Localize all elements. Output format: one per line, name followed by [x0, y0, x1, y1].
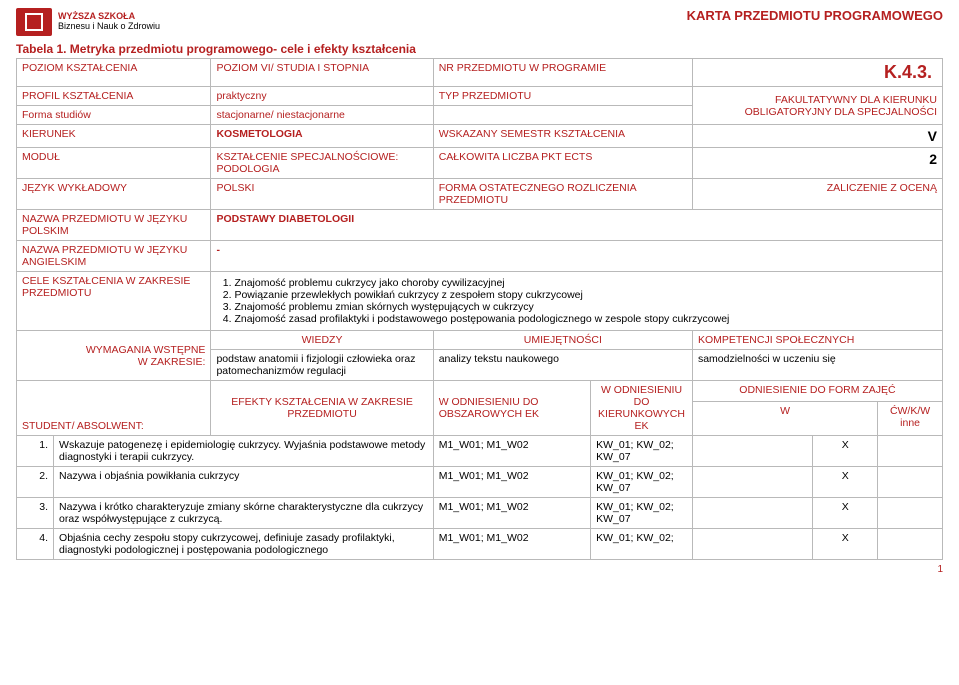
effect-kier: KW_01; KW_02; — [591, 529, 693, 560]
cele-list-cell: Znajomość problemu cukrzycy jako choroby… — [211, 272, 943, 331]
page-number: 1 — [16, 564, 943, 575]
kierunk-header: W ODNIESIENIU DO KIERUNKOWYCH EK — [591, 381, 693, 436]
effect-cw — [878, 467, 943, 498]
nazwa-pl-value: PODSTAWY DIABETOLOGII — [211, 210, 943, 241]
effect-row: 2.Nazywa i objaśnia powikłania cukrzycyM… — [17, 467, 943, 498]
poziom-label: POZIOM KSZTAŁCENIA — [17, 59, 211, 87]
requirements-table: WYMAGANIA WSTĘPNE W ZAKRESIE: WIEDZY UMI… — [16, 330, 943, 436]
wiedzy-header: WIEDZY — [211, 331, 433, 350]
nr-value: K.4.3. — [692, 59, 942, 87]
kierunek-value: KOSMETOLOGIA — [211, 125, 433, 148]
empty-cell — [433, 106, 692, 125]
wiedzy-value: podstaw anatomii i fizjologii człowieka … — [211, 350, 433, 381]
wymagania-label: WYMAGANIA WSTĘPNE W ZAKRESIE: — [17, 331, 211, 381]
effect-blank — [692, 529, 812, 560]
effect-blank — [692, 498, 812, 529]
logo-icon — [16, 8, 52, 36]
efekty-header: EFEKTY KSZTAŁCENIA W ZAKRESIE PRZEDMIOTU — [211, 381, 433, 436]
jezyk-value: POLSKI — [211, 179, 433, 210]
effect-kier: KW_01; KW_02; KW_07 — [591, 467, 693, 498]
profil-label: PROFIL KSZTAŁCENIA — [17, 87, 211, 106]
cel-item: Znajomość problemu zmian skórnych występ… — [234, 301, 937, 313]
nazwa-pl-label: NAZWA PRZEDMIOTU W JĘZYKU POLSKIM — [17, 210, 211, 241]
effect-cw — [878, 498, 943, 529]
typ-value: FAKULTATYWNY DLA KIERUNKU OBLIGATORYJNY … — [692, 87, 942, 125]
effect-text: Nazywa i krótko charakteryzuje zmiany sk… — [54, 498, 434, 529]
effect-cw — [878, 529, 943, 560]
obszar-header: W ODNIESIENIU DO OBSZAROWYCH EK — [433, 381, 590, 436]
ects-label: CAŁKOWITA LICZBA PKT ECTS — [433, 148, 692, 179]
effect-num: 2. — [17, 467, 54, 498]
forma-roz-label: FORMA OSTATECZNEGO ROZLICZENIA PRZEDMIOT… — [433, 179, 692, 210]
komp-value: samodzielności w uczeniu się — [692, 350, 942, 381]
effects-table: 1.Wskazuje patogenezę i epidemiologię cu… — [16, 435, 943, 560]
effect-num: 4. — [17, 529, 54, 560]
effect-blank — [692, 467, 812, 498]
effect-text: Wskazuje patogenezę i epidemiologię cukr… — [54, 436, 434, 467]
effect-w: X — [813, 436, 878, 467]
nr-label: NR PRZEDMIOTU W PROGRAMIE — [433, 59, 692, 87]
cel-item: Znajomość problemu cukrzycy jako choroby… — [234, 277, 937, 289]
col-w-header: W — [692, 401, 877, 435]
effect-obszar: M1_W01; M1_W02 — [433, 529, 590, 560]
modul-label: MODUŁ — [17, 148, 211, 179]
effect-obszar: M1_W01; M1_W02 — [433, 467, 590, 498]
school-line2: Biznesu i Nauk o Zdrowiu — [58, 22, 160, 32]
jezyk-label: JĘZYK WYKŁADOWY — [17, 179, 211, 210]
nazwa-en-value: - — [211, 241, 943, 272]
forma-roz-value: ZALICZENIE Z OCENĄ — [692, 179, 942, 210]
effect-blank — [692, 436, 812, 467]
cele-label: CELE KSZTAŁCENIA W ZAKRESIE PRZEDMIOTU — [17, 272, 211, 331]
effect-cw — [878, 436, 943, 467]
student-label: STUDENT/ ABSOLWENT: — [17, 381, 211, 436]
effect-num: 1. — [17, 436, 54, 467]
effect-w: X — [813, 529, 878, 560]
effect-text: Objaśnia cechy zespołu stopy cukrzycowej… — [54, 529, 434, 560]
school-name: WYŻSZA SZKOŁA Biznesu i Nauk o Zdrowiu — [58, 12, 160, 32]
effect-obszar: M1_W01; M1_W02 — [433, 436, 590, 467]
effect-kier: KW_01; KW_02; KW_07 — [591, 436, 693, 467]
effect-num: 3. — [17, 498, 54, 529]
logo-block: WYŻSZA SZKOŁA Biznesu i Nauk o Zdrowiu — [16, 8, 160, 36]
semestr-value: V — [692, 125, 942, 148]
effect-obszar: M1_W01; M1_W02 — [433, 498, 590, 529]
forma-value: stacjonarne/ niestacjonarne — [211, 106, 433, 125]
effect-row: 3.Nazywa i krótko charakteryzuje zmiany … — [17, 498, 943, 529]
formy-header: ODNIESIENIE DO FORM ZAJĘĆ — [692, 381, 942, 402]
umiej-value: analizy tekstu naukowego — [433, 350, 692, 381]
poziom-value: POZIOM VI/ STUDIA I STOPNIA — [211, 59, 433, 87]
cele-list: Znajomość problemu cukrzycy jako choroby… — [234, 277, 937, 325]
typ-label: TYP PRZEDMIOTU — [433, 87, 692, 106]
komp-header: KOMPETENCJI SPOŁECZNYCH — [692, 331, 942, 350]
modul-value: KSZTAŁCENIE SPECJALNOŚCIOWE: PODOLOGIA — [211, 148, 433, 179]
page-header: WYŻSZA SZKOŁA Biznesu i Nauk o Zdrowiu K… — [16, 8, 943, 36]
umiej-header: UMIEJĘTNOŚCI — [433, 331, 692, 350]
nazwa-en-label: NAZWA PRZEDMIOTU W JĘZYKU ANGIELSKIM — [17, 241, 211, 272]
document-title: KARTA PRZEDMIOTU PROGRAMOWEGO — [687, 8, 943, 23]
effect-row: 1.Wskazuje patogenezę i epidemiologię cu… — [17, 436, 943, 467]
cel-item: Znajomość zasad profilaktyki i podstawow… — [234, 313, 937, 325]
profil-value: praktyczny — [211, 87, 433, 106]
ects-value: 2 — [692, 148, 942, 179]
semestr-label: WSKAZANY SEMESTR KSZTAŁCENIA — [433, 125, 692, 148]
effect-row: 4.Objaśnia cechy zespołu stopy cukrzycow… — [17, 529, 943, 560]
kierunek-label: KIERUNEK — [17, 125, 211, 148]
effect-w: X — [813, 467, 878, 498]
effect-kier: KW_01; KW_02; KW_07 — [591, 498, 693, 529]
effect-text: Nazywa i objaśnia powikłania cukrzycy — [54, 467, 434, 498]
forma-label: Forma studiów — [17, 106, 211, 125]
effect-w: X — [813, 498, 878, 529]
metadata-table: POZIOM KSZTAŁCENIA POZIOM VI/ STUDIA I S… — [16, 58, 943, 179]
table-caption: Tabela 1. Metryka przedmiotu programoweg… — [16, 42, 943, 56]
details-table: JĘZYK WYKŁADOWY POLSKI FORMA OSTATECZNEG… — [16, 178, 943, 331]
cel-item: Powiązanie przewlekłych powikłań cukrzyc… — [234, 289, 937, 301]
col-cw-header: ĆW/K/W inne — [878, 401, 943, 435]
